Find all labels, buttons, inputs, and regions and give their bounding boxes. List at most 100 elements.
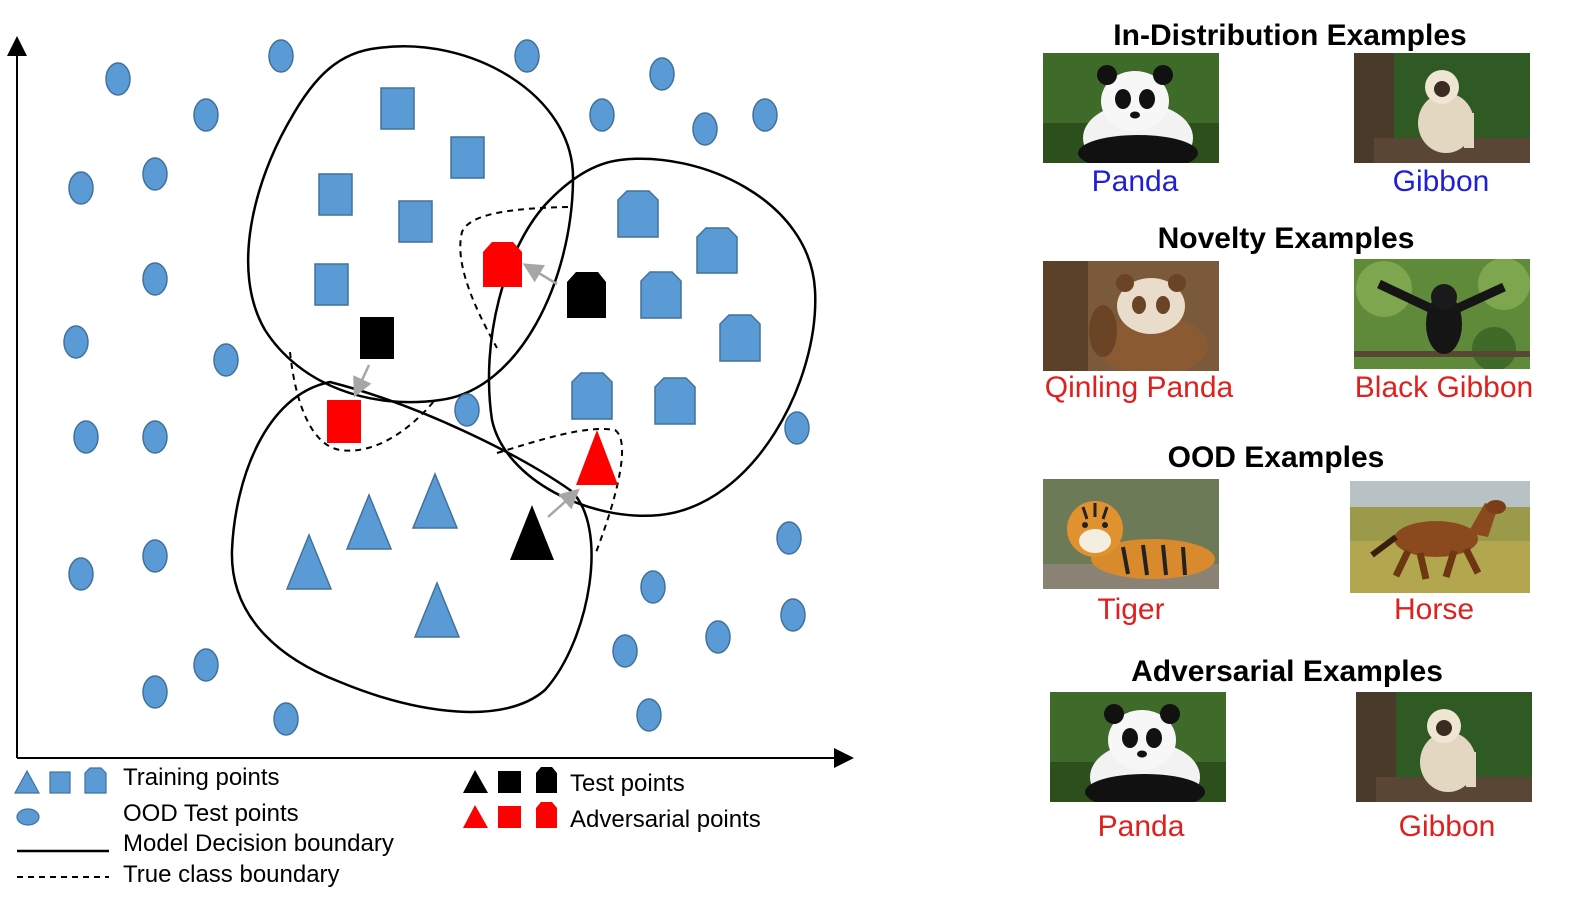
training-pentagon-point: [571, 372, 613, 420]
perturbation-arrows: [353, 263, 580, 518]
legend-ood-ellipse: [16, 808, 40, 826]
training-pentagon-point: [696, 227, 738, 274]
caption-horse: Horse: [1393, 593, 1475, 626]
qinling-panda-photo-icon: [1043, 261, 1219, 371]
ood-test-point: [784, 411, 810, 445]
legend-test-square: [498, 771, 521, 793]
decision-boundary-triangle-class: [230, 380, 593, 714]
section-title-novelty: Novelty Examples: [1157, 222, 1415, 255]
training-squares: [314, 87, 485, 306]
caption-in-dist-gibbon: Gibbon: [1392, 165, 1490, 198]
tiger-photo-icon: [1043, 479, 1219, 589]
model-decision-boundaries: [230, 45, 817, 714]
training-triangle-point: [345, 493, 393, 550]
ood-test-point: [752, 98, 778, 132]
ood-test-point: [63, 325, 89, 359]
legend-ood-label: OOD Test points: [123, 800, 299, 827]
ood-test-point: [193, 648, 219, 682]
decision-boundary-diagram: [6, 36, 854, 878]
true-boundary-square-region: [289, 351, 436, 452]
training-square-point: [450, 136, 485, 179]
panda-photo-icon: [1050, 692, 1226, 802]
legend-adversarial-pentagon: [536, 802, 557, 828]
legend-training-pentagon: [84, 767, 107, 794]
training-triangle-point: [285, 533, 333, 590]
section-title-ood: OOD Examples: [1167, 441, 1385, 474]
photo-qinling-panda: [1043, 261, 1219, 371]
photo-adv-panda: [1050, 692, 1226, 802]
ood-test-point: [454, 393, 480, 427]
training-triangle-point: [411, 472, 459, 529]
training-pentagon-point: [719, 314, 761, 362]
section-title-in-distribution: In-Distribution Examples: [1113, 19, 1467, 52]
training-pentagon-point: [640, 271, 682, 319]
true-class-boundaries: [289, 206, 624, 556]
legend-test-label: Test points: [570, 770, 685, 797]
training-pentagon-point: [617, 190, 659, 238]
legend-training-square: [49, 771, 71, 794]
training-triangles: [285, 472, 461, 638]
test-point-pentagon: [567, 272, 606, 318]
gibbon-photo-icon: [1356, 692, 1532, 802]
decision-boundary-pentagon-class: [487, 157, 817, 517]
photo-in-dist-gibbon: [1354, 53, 1530, 163]
panda-photo-icon: [1043, 53, 1219, 163]
training-pentagons: [571, 190, 761, 425]
ood-test-point: [142, 262, 168, 296]
caption-tiger: Tiger: [1097, 593, 1165, 626]
legend-adversarial-triangle: [463, 805, 488, 828]
legend-training-label: Training points: [123, 764, 280, 791]
training-triangle-point: [413, 581, 461, 638]
ood-test-point: [273, 702, 299, 736]
ood-test-point: [142, 420, 168, 454]
caption-adv-gibbon: Gibbon: [1398, 810, 1496, 843]
training-square-point: [398, 200, 433, 243]
legend-true-boundary-label: True class boundary: [123, 861, 340, 888]
ood-test-point: [589, 98, 615, 132]
test-point-square: [360, 317, 394, 359]
ood-test-point: [142, 675, 168, 709]
adversarial-point-square: [327, 400, 361, 443]
ood-test-point: [213, 343, 239, 377]
caption-in-dist-panda: Panda: [1091, 165, 1179, 198]
black-gibbon-photo-icon: [1354, 259, 1530, 369]
gibbon-photo-icon: [1354, 53, 1530, 163]
training-pentagon-point: [654, 377, 696, 425]
caption-black-gibbon: Black Gibbon: [1354, 371, 1534, 404]
caption-qinling-panda: Qinling Panda: [1044, 371, 1234, 404]
true-boundary-pentagon-region: [459, 206, 569, 349]
photo-horse: [1350, 481, 1530, 593]
legend-test-pentagon: [536, 767, 557, 793]
ood-test-point: [612, 634, 638, 668]
section-title-adversarial: Adversarial Examples: [1131, 655, 1443, 688]
ood-test-point: [776, 521, 802, 555]
caption-adv-panda: Panda: [1097, 810, 1185, 843]
ood-test-point: [142, 157, 168, 191]
legend-adversarial-label: Adversarial points: [570, 806, 761, 833]
ood-test-point: [705, 620, 731, 654]
ood-test-point: [640, 570, 666, 604]
legend-training-triangle: [13, 769, 41, 794]
legend-test-triangle: [463, 770, 488, 793]
legend-decision-label: Model Decision boundary: [123, 830, 394, 857]
ood-test-point: [780, 598, 806, 632]
ood-test-point: [649, 57, 675, 91]
ood-test-point: [73, 420, 99, 454]
ood-test-point: [514, 39, 540, 73]
adversarial-point-triangle: [576, 430, 618, 485]
ood-test-point: [105, 62, 131, 96]
legend-adversarial-square: [498, 806, 521, 828]
ood-test-point: [636, 698, 662, 732]
training-square-point: [314, 263, 349, 306]
ood-test-point: [142, 539, 168, 573]
ood-test-point: [68, 557, 94, 591]
photo-adv-gibbon: [1356, 692, 1532, 802]
training-square-point: [318, 173, 353, 216]
ood-test-points: [63, 39, 810, 736]
ood-test-point: [193, 98, 219, 132]
photo-in-dist-panda: [1043, 53, 1219, 163]
photo-tiger: [1043, 479, 1219, 589]
photo-black-gibbon: [1354, 259, 1530, 369]
training-square-point: [380, 87, 415, 130]
ood-test-point: [68, 171, 94, 205]
